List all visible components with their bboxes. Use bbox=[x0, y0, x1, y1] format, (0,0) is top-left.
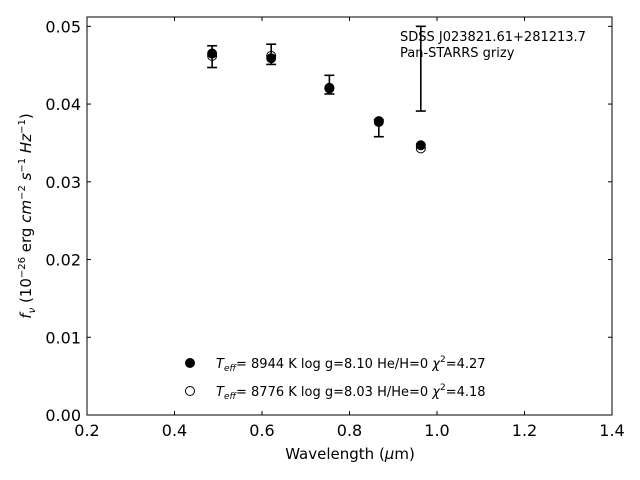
model-point-filled bbox=[266, 53, 277, 64]
legend-marker-filled bbox=[185, 358, 195, 368]
x-tick-label: 0.4 bbox=[162, 421, 187, 440]
model-point-filled bbox=[207, 48, 218, 59]
x-axis: 0.2 0.4 0.6 0.8 1.0 1.2 1.4 bbox=[74, 17, 625, 440]
y-tick-label: 0.05 bbox=[45, 17, 81, 36]
y-tick-label: 0.02 bbox=[45, 251, 81, 270]
plot-area bbox=[86, 16, 613, 416]
y-axis: 0.00 0.01 0.02 0.03 0.04 0.05 bbox=[45, 17, 612, 425]
model-point-open bbox=[373, 116, 384, 127]
annotation-object-name: SDSS J023821.61+281213.7 bbox=[400, 30, 586, 45]
x-tick-label: 0.8 bbox=[337, 421, 362, 440]
y-tick-label: 0.00 bbox=[45, 406, 81, 425]
model-point-filled bbox=[415, 140, 426, 151]
x-tick-label: 1.2 bbox=[512, 421, 537, 440]
x-tick-label: 1.4 bbox=[599, 421, 624, 440]
y-tick-label: 0.01 bbox=[45, 328, 81, 347]
x-tick-label: 0.6 bbox=[249, 421, 274, 440]
annotation-survey: Pan-STARRS grizy bbox=[400, 46, 515, 61]
legend-label-1: Teff= 8944 K log g=8.10 He/H=0 χ2=4.27 bbox=[216, 355, 486, 374]
data-points bbox=[207, 48, 426, 154]
y-axis-title: fν (10−26 erg cm−2 s−1 Hz−1) bbox=[17, 113, 38, 318]
model-point-open bbox=[415, 143, 426, 154]
x-axis-title: Wavelength (μm) bbox=[285, 445, 415, 463]
legend-label-2: Teff= 8776 K log g=8.03 H/He=0 χ2=4.18 bbox=[216, 383, 486, 402]
y-tick-label: 0.03 bbox=[45, 173, 81, 192]
model-point-open bbox=[324, 83, 335, 94]
legend-marker-open bbox=[185, 386, 195, 396]
legend: Teff= 8944 K log g=8.10 He/H=0 χ2=4.27 T… bbox=[185, 355, 486, 402]
model-point-open bbox=[207, 50, 218, 61]
x-tick-label: 0.2 bbox=[74, 421, 99, 440]
error-bars bbox=[207, 25, 426, 138]
error-bar bbox=[415, 25, 426, 112]
x-tick-label: 1.0 bbox=[424, 421, 449, 440]
model-point-open bbox=[266, 50, 277, 61]
y-tick-label: 0.04 bbox=[45, 95, 81, 114]
